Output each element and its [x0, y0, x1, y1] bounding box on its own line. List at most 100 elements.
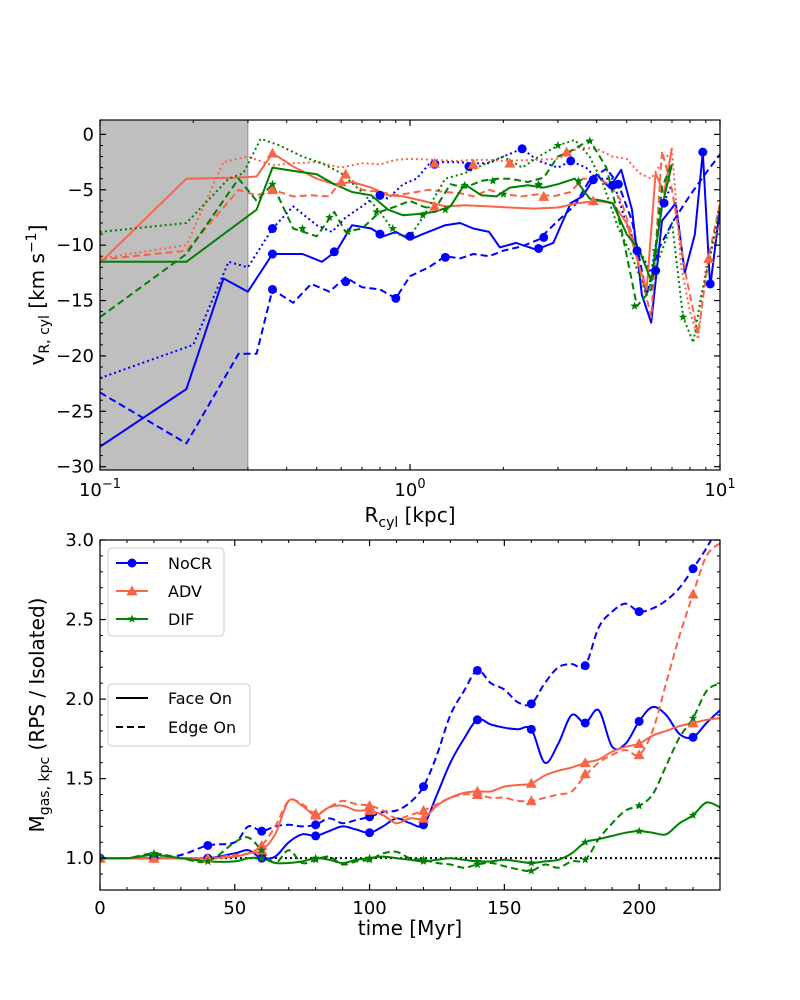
- mass-data-point: [687, 717, 699, 728]
- mass-data-point: [257, 845, 267, 854]
- mass-data-point: [634, 801, 644, 810]
- projection-legend-box: [107, 683, 251, 747]
- velocity-ylabel-unit-sup: −1: [24, 232, 40, 253]
- mass-data-point: [417, 804, 429, 815]
- velocity-data-point: [441, 205, 450, 214]
- velocity-x-tick-label: 10−1: [79, 477, 121, 501]
- velocity-data-point: [607, 180, 617, 190]
- velocity-series-line-5: [100, 146, 720, 341]
- velocity-x-tick-label: 101: [704, 477, 735, 501]
- species-legend-box: [107, 547, 225, 637]
- mass-x-tick-label: 100: [352, 898, 386, 919]
- velocity-data-point: [335, 176, 347, 187]
- mass-data-point: [580, 855, 590, 864]
- velocity-ylabel-end: ]: [25, 225, 49, 233]
- velocity-data-point: [574, 176, 583, 185]
- mass-series-line-5: [100, 682, 720, 873]
- velocity-data-point: [534, 243, 544, 253]
- mass-y-tick-label: 2.0: [65, 689, 94, 710]
- mass-panel: 0 50 100 150 200 1.0 1.5 2.0 2.5 3.0 Mgas, kpc (R…: [25, 530, 721, 940]
- velocity-ylabel-unit: [km s: [25, 253, 49, 315]
- mass-data-point: [579, 768, 591, 779]
- mass-y-tick-label: 3.0: [65, 530, 94, 551]
- mass-data-point: [311, 855, 320, 864]
- mass-series-line-3: [100, 542, 720, 860]
- velocity-data-point: [703, 252, 715, 263]
- velocity-data-point: [566, 156, 576, 166]
- mass-data-point: [688, 713, 698, 722]
- mass-x-tick-label: 200: [622, 898, 656, 919]
- mass-y-tick-label: 1.0: [65, 848, 94, 869]
- velocity-data-point: [298, 224, 307, 233]
- velocity-data-point: [460, 180, 469, 189]
- mass-data-point: [525, 795, 537, 806]
- velocity-data-point: [585, 136, 595, 145]
- mass-data-point: [471, 789, 483, 799]
- velocity-xlabel-main: R: [364, 503, 378, 527]
- velocity-data-point: [705, 279, 715, 289]
- shaded-region: [99, 119, 249, 471]
- velocity-y-tick-label: −15: [56, 291, 94, 312]
- velocity-data-point: [266, 184, 278, 195]
- velocity-data-point: [268, 179, 277, 188]
- mass-data-point: [526, 699, 536, 709]
- mass-y-tick-label: 2.5: [65, 610, 94, 631]
- species-legend-label: NoCR: [168, 554, 212, 573]
- velocity-data-point: [467, 158, 479, 169]
- mass-data-point: [525, 777, 537, 788]
- velocity-data-point: [266, 147, 278, 158]
- velocity-data-point: [388, 224, 398, 233]
- velocity-data-point: [651, 246, 660, 255]
- velocity-data-point: [659, 198, 669, 208]
- mass-data-point: [473, 860, 482, 869]
- mass-data-point: [472, 715, 482, 725]
- mass-data-point: [365, 828, 375, 838]
- velocity-ylabel-main: v: [25, 353, 49, 365]
- velocity-data-point: [341, 277, 351, 287]
- velocity-data-point: [517, 144, 527, 154]
- velocity-ticks: 10−1 100 101 0 −5 −10 −15 −20 −25 −30: [56, 120, 736, 501]
- velocity-data-point: [375, 190, 385, 200]
- projection-legend-items: Face On Edge On: [116, 689, 236, 737]
- velocity-data-point: [561, 146, 573, 157]
- mass-data-point: [203, 840, 213, 850]
- velocity-data-point: [405, 231, 415, 241]
- velocity-y-tick-label: −25: [56, 401, 94, 422]
- velocity-series-line-4: [100, 150, 720, 335]
- mass-x-tick-label: 50: [223, 898, 246, 919]
- velocity-data-point: [698, 147, 708, 157]
- velocity-data-point: [553, 140, 563, 150]
- mass-ylabel-main: M: [25, 815, 49, 832]
- mass-data-point: [688, 810, 698, 819]
- mass-x-axis-label: time [Myr]: [358, 916, 462, 940]
- velocity-panel: 10−1 100 101 0 −5 −10 −15 −20 −25 −30 vR, cyl [km…: [24, 119, 736, 531]
- mass-ylabel-sub: gas, kpc: [37, 757, 53, 815]
- mass-data-point: [311, 831, 321, 841]
- species-legend-marker: [127, 614, 137, 623]
- velocity-data-point: [267, 284, 277, 294]
- velocity-data-point: [539, 232, 549, 242]
- mass-data-point: [687, 588, 699, 599]
- velocity-data-point: [429, 157, 441, 168]
- velocity-data-point: [632, 246, 642, 256]
- projection-legend: Face On Edge On: [107, 683, 251, 747]
- mass-y-axis-label: Mgas, kpc (RPS / Isolated): [25, 598, 53, 833]
- velocity-data-point: [418, 210, 428, 219]
- mass-data-point: [688, 564, 698, 574]
- velocity-xlabel-unit: [kpc]: [398, 503, 455, 527]
- mass-data-point: [257, 826, 267, 836]
- mass-data-point: [580, 661, 590, 671]
- velocity-x-tick-label: 100: [394, 477, 425, 501]
- velocity-data-point: [678, 312, 688, 321]
- velocity-data-point: [267, 249, 277, 259]
- velocity-series-line-3: [100, 147, 673, 291]
- mass-data-point: [579, 757, 591, 768]
- mass-data-point: [419, 855, 428, 864]
- mass-data-point: [580, 718, 590, 728]
- velocity-data-point: [651, 266, 661, 276]
- velocity-y-axis-label: vR, cyl [km s−1]: [24, 225, 53, 366]
- mass-x-tick-label: 0: [94, 898, 105, 919]
- mass-data-point: [418, 782, 428, 792]
- mass-data-point: [257, 853, 267, 862]
- mass-data-point: [634, 716, 644, 726]
